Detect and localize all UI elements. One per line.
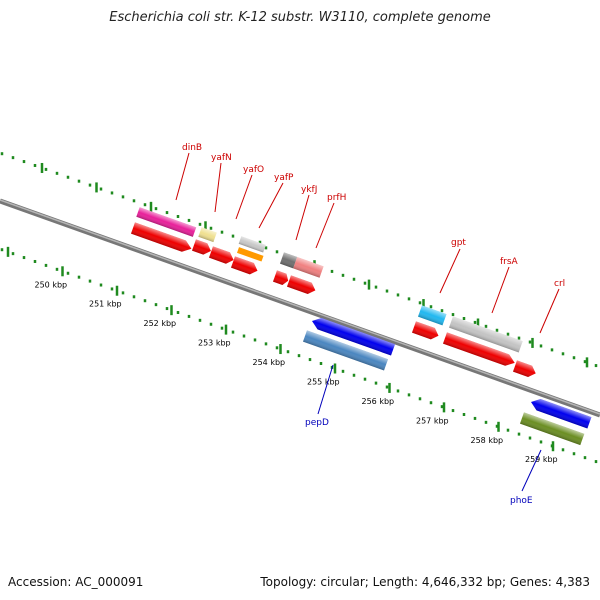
tick-label-256: 256 kbp xyxy=(362,397,395,406)
gene-features xyxy=(130,207,592,446)
gene-labels: dinB yafN yafO yafP ykfJ prfH gpt frsA c… xyxy=(182,143,565,506)
gene-label-ykfJ[interactable]: ykfJ xyxy=(301,185,317,195)
gene-label-phoE[interactable]: phoE xyxy=(510,496,533,506)
gene-label-crl[interactable]: crl xyxy=(554,279,565,289)
upper-tick-track xyxy=(0,152,598,368)
gene-label-dinB[interactable]: dinB xyxy=(182,143,202,153)
gene-label-gpt[interactable]: gpt xyxy=(451,238,466,248)
tick-labels: 250 kbp 251 kbp 252 kbp 253 kbp 254 kbp 255 k… xyxy=(35,280,558,464)
tick-label-257: 257 kbp xyxy=(416,416,449,425)
tick-label-259: 259 kbp xyxy=(525,455,558,464)
tick-label-253: 253 kbp xyxy=(198,339,231,348)
tick-label-251: 251 kbp xyxy=(89,300,122,309)
map-title: Escherichia coli str. K-12 substr. W3110… xyxy=(109,10,491,25)
backbone-line xyxy=(0,198,600,418)
tick-label-254: 254 kbp xyxy=(253,358,286,367)
accession-label: Accession: AC_000091 xyxy=(8,575,144,589)
tick-label-255: 255 kbp xyxy=(307,377,340,386)
tick-label-252: 252 kbp xyxy=(144,319,177,328)
tracks: 250 kbp 251 kbp 252 kbp 253 kbp 254 kbp 255 k… xyxy=(0,152,600,464)
backbone-highlight xyxy=(0,199,600,415)
gene-label-yafN[interactable]: yafN xyxy=(211,153,232,163)
lower-tick-track xyxy=(0,246,598,464)
gene-label-yafP[interactable]: yafP xyxy=(274,173,294,183)
gene-label-prfH[interactable]: prfH xyxy=(327,193,346,203)
tick-label-250: 250 kbp xyxy=(35,280,68,289)
gene-label-yafO[interactable]: yafO xyxy=(243,165,264,175)
label-leader-lines xyxy=(175,152,560,492)
gene-label-frsA[interactable]: frsA xyxy=(500,257,519,267)
gene-label-pepD[interactable]: pepD xyxy=(305,418,329,428)
tick-label-258: 258 kbp xyxy=(471,436,504,445)
topology-label: Topology: circular; Length: 4,646,332 bp… xyxy=(260,575,590,589)
feature-yafP-misc[interactable] xyxy=(236,247,264,262)
